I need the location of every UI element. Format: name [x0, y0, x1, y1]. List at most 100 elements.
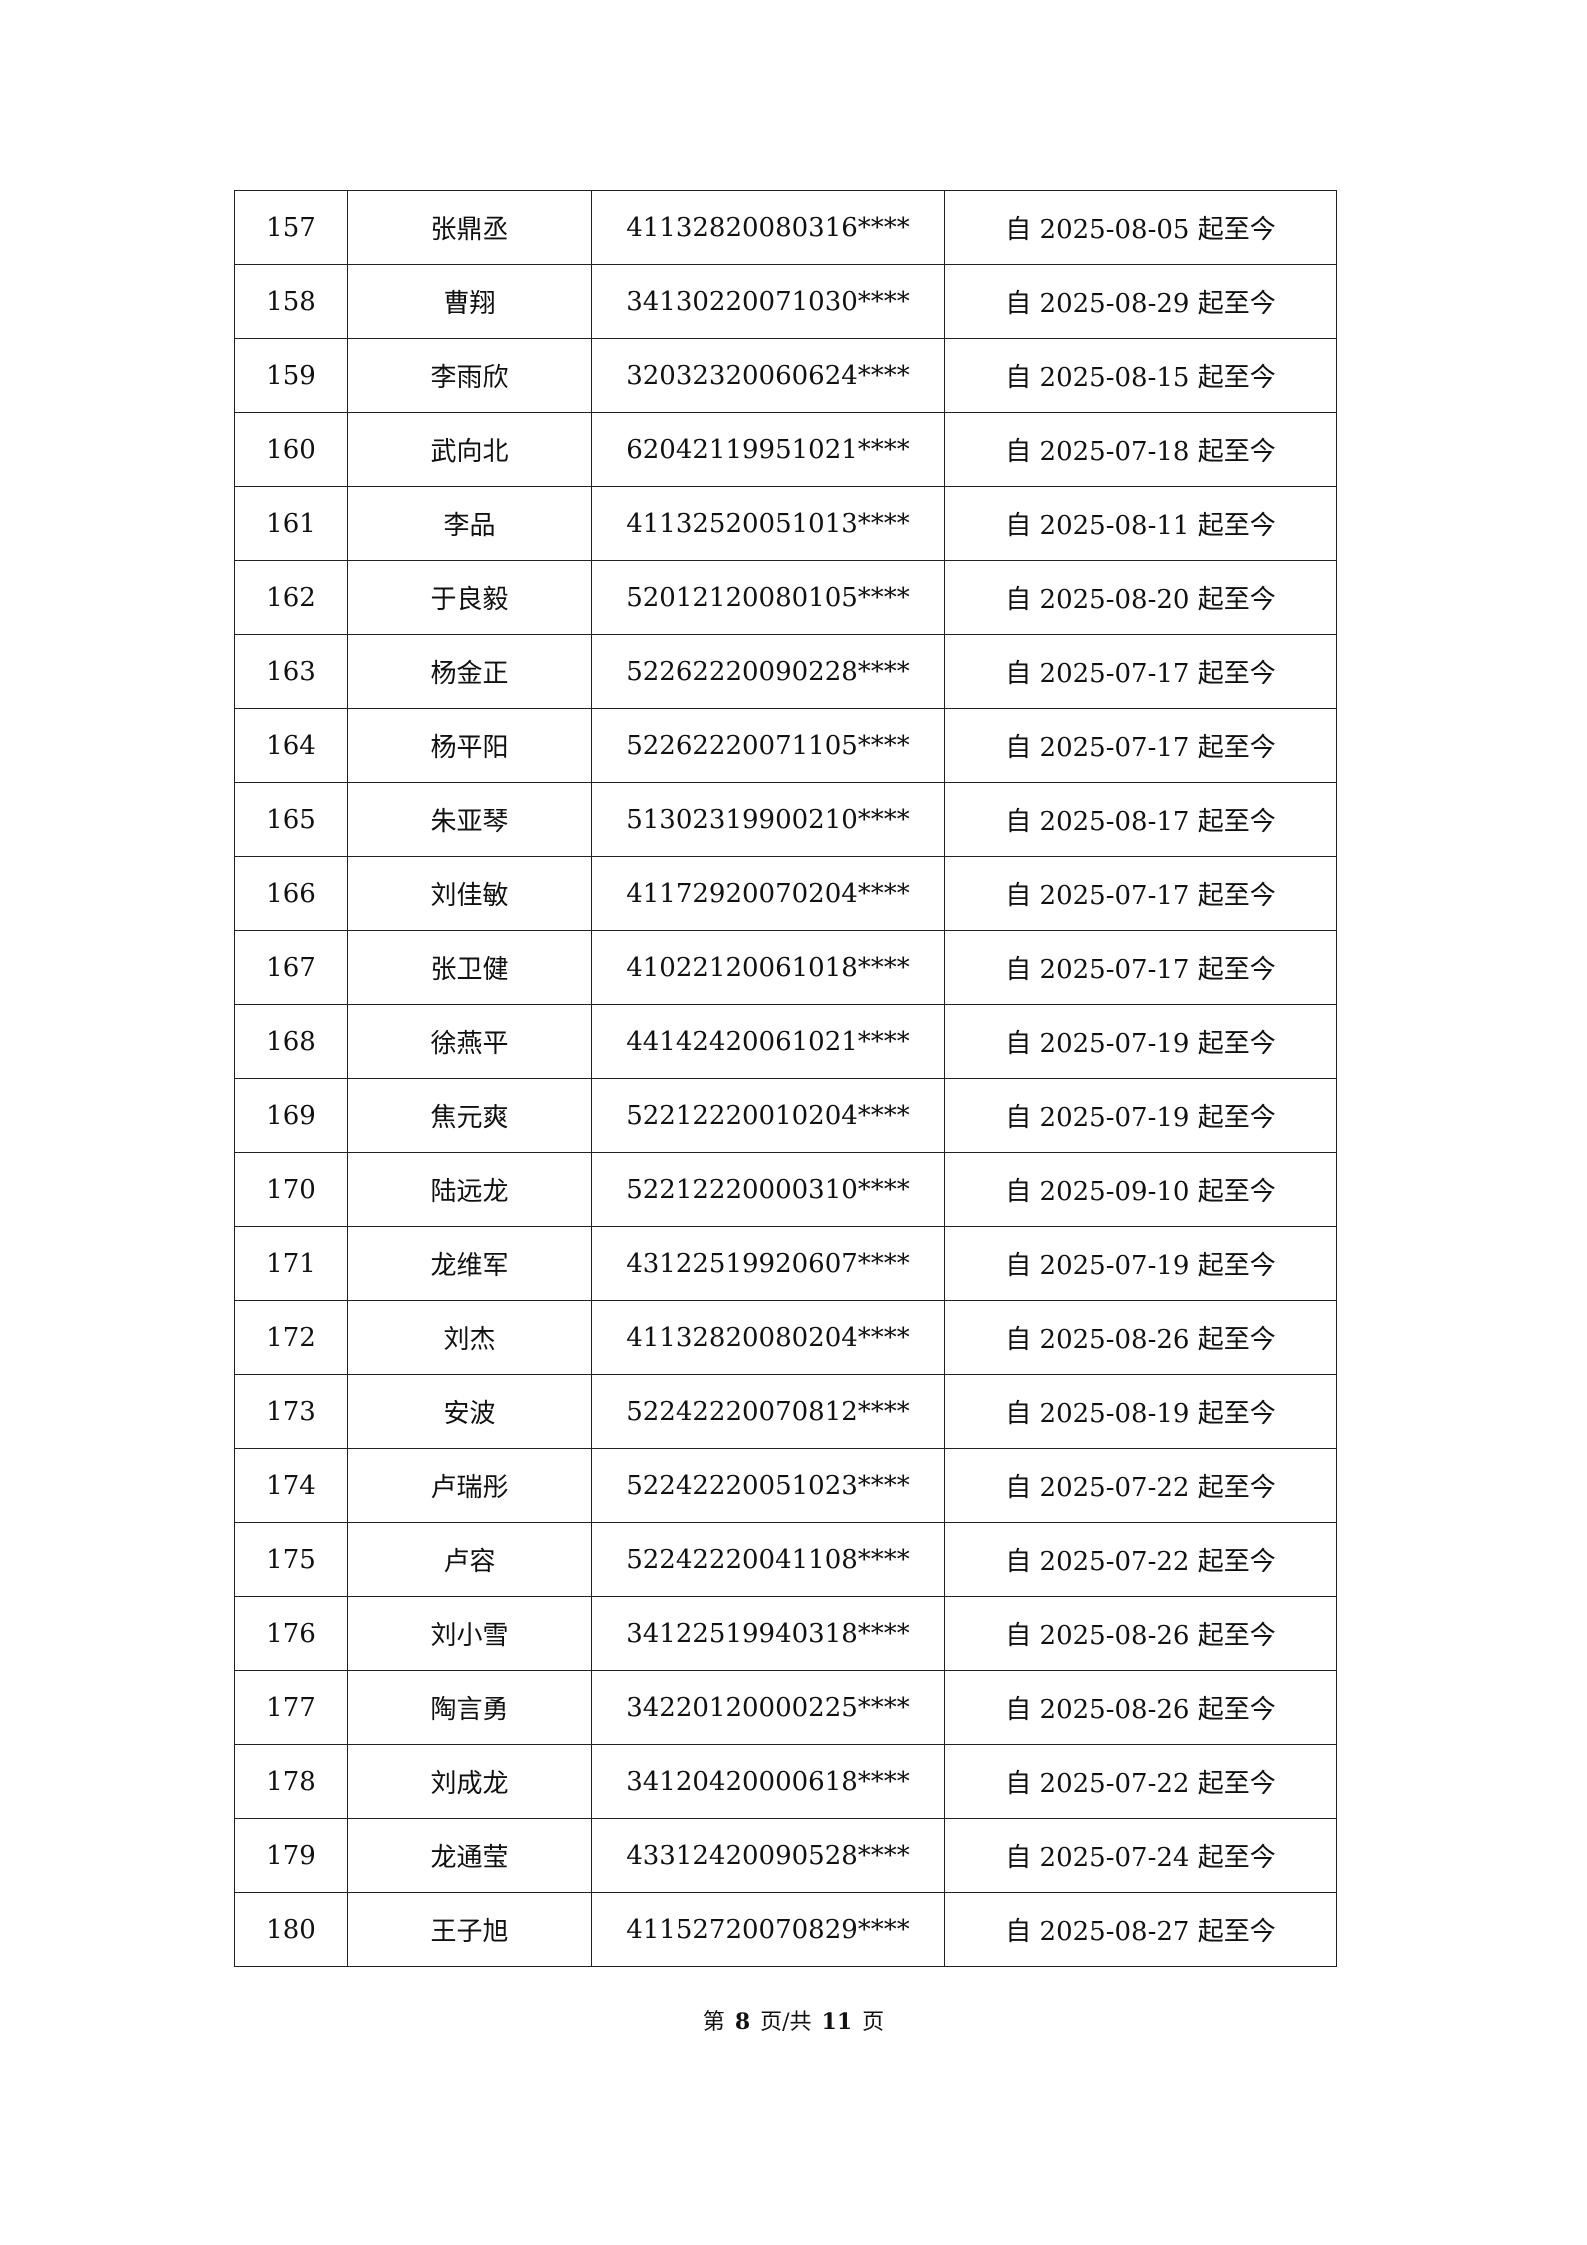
table-row: 169 焦元爽 52212220010204**** 自 2025-07-19 起至今 [234, 1078, 1337, 1153]
person-name: 陶言勇 [347, 1670, 592, 1745]
row-number: 171 [234, 1226, 348, 1301]
row-number: 158 [234, 264, 348, 339]
id-number: 52242220041108**** [591, 1522, 945, 1597]
table-row: 159 李雨欣 32032320060624**** 自 2025-08-15 起至今 [234, 338, 1337, 413]
row-number: 159 [234, 338, 348, 413]
row-number: 165 [234, 782, 348, 857]
table-row: 174 卢瑞彤 52242220051023**** 自 2025-07-22 起至今 [234, 1448, 1337, 1523]
id-number: 52242220051023**** [591, 1448, 945, 1523]
row-number: 169 [234, 1078, 348, 1153]
row-number: 178 [234, 1744, 348, 1819]
person-name: 安波 [347, 1374, 592, 1449]
row-number: 163 [234, 634, 348, 709]
row-number: 177 [234, 1670, 348, 1745]
period: 自 2025-07-22 起至今 [944, 1448, 1337, 1523]
row-number: 175 [234, 1522, 348, 1597]
table-row: 165 朱亚琴 51302319900210**** 自 2025-08-17 起至今 [234, 782, 1337, 857]
id-number: 43122519920607**** [591, 1226, 945, 1301]
person-name: 杨金正 [347, 634, 592, 709]
person-name: 龙通莹 [347, 1818, 592, 1893]
person-name: 刘小雪 [347, 1596, 592, 1671]
row-number: 173 [234, 1374, 348, 1449]
id-number: 52262220071105**** [591, 708, 945, 783]
row-number: 172 [234, 1300, 348, 1375]
table-row: 179 龙通莹 43312420090528**** 自 2025-07-24 起至今 [234, 1818, 1337, 1893]
person-name: 李雨欣 [347, 338, 592, 413]
page-total: 11 [821, 2009, 853, 2035]
person-name: 陆远龙 [347, 1152, 592, 1227]
table-row: 157 张鼎丞 41132820080316**** 自 2025-08-05 起至今 [234, 190, 1337, 265]
id-number: 34130220071030**** [591, 264, 945, 339]
period: 自 2025-08-26 起至今 [944, 1300, 1337, 1375]
id-number: 41172920070204**** [591, 856, 945, 931]
person-name: 王子旭 [347, 1892, 592, 1967]
table-row: 175 卢容 52242220041108**** 自 2025-07-22 起至今 [234, 1522, 1337, 1597]
person-name: 于良毅 [347, 560, 592, 635]
period: 自 2025-08-15 起至今 [944, 338, 1337, 413]
id-number: 34220120000225**** [591, 1670, 945, 1745]
period: 自 2025-07-19 起至今 [944, 1226, 1337, 1301]
roster-table: 157 张鼎丞 41132820080316**** 自 2025-08-05 起至今… [234, 190, 1337, 1967]
period: 自 2025-07-22 起至今 [944, 1744, 1337, 1819]
period: 自 2025-07-17 起至今 [944, 856, 1337, 931]
period: 自 2025-08-29 起至今 [944, 264, 1337, 339]
id-number: 52212220010204**** [591, 1078, 945, 1153]
page-number: 8 [734, 2009, 751, 2035]
id-number: 52242220070812**** [591, 1374, 945, 1449]
table-row: 166 刘佳敏 41172920070204**** 自 2025-07-17 起至今 [234, 856, 1337, 931]
table-row: 160 武向北 62042119951021**** 自 2025-07-18 起至今 [234, 412, 1337, 487]
period: 自 2025-07-19 起至今 [944, 1004, 1337, 1079]
row-number: 170 [234, 1152, 348, 1227]
row-number: 168 [234, 1004, 348, 1079]
person-name: 徐燕平 [347, 1004, 592, 1079]
table-row: 177 陶言勇 34220120000225**** 自 2025-08-26 起至今 [234, 1670, 1337, 1745]
period: 自 2025-08-26 起至今 [944, 1596, 1337, 1671]
id-number: 44142420061021**** [591, 1004, 945, 1079]
period: 自 2025-07-24 起至今 [944, 1818, 1337, 1893]
id-number: 51302319900210**** [591, 782, 945, 857]
table-row: 163 杨金正 52262220090228**** 自 2025-07-17 起至今 [234, 634, 1337, 709]
period: 自 2025-08-11 起至今 [944, 486, 1337, 561]
page-footer: 第 8 页/共 11 页 [0, 2004, 1587, 2036]
period: 自 2025-07-17 起至今 [944, 634, 1337, 709]
period: 自 2025-07-18 起至今 [944, 412, 1337, 487]
id-number: 41152720070829**** [591, 1892, 945, 1967]
person-name: 张鼎丞 [347, 190, 592, 265]
person-name: 武向北 [347, 412, 592, 487]
id-number: 32032320060624**** [591, 338, 945, 413]
row-number: 166 [234, 856, 348, 931]
period: 自 2025-07-22 起至今 [944, 1522, 1337, 1597]
person-name: 焦元爽 [347, 1078, 592, 1153]
table-row: 172 刘杰 41132820080204**** 自 2025-08-26 起至今 [234, 1300, 1337, 1375]
table-row: 158 曹翔 34130220071030**** 自 2025-08-29 起至今 [234, 264, 1337, 339]
person-name: 曹翔 [347, 264, 592, 339]
row-number: 160 [234, 412, 348, 487]
table-row: 161 李品 41132520051013**** 自 2025-08-11 起至今 [234, 486, 1337, 561]
period: 自 2025-07-17 起至今 [944, 930, 1337, 1005]
period: 自 2025-08-20 起至今 [944, 560, 1337, 635]
person-name: 李品 [347, 486, 592, 561]
id-number: 41132820080316**** [591, 190, 945, 265]
row-number: 157 [234, 190, 348, 265]
id-number: 41132820080204**** [591, 1300, 945, 1375]
table-row: 164 杨平阳 52262220071105**** 自 2025-07-17 起至今 [234, 708, 1337, 783]
period: 自 2025-08-17 起至今 [944, 782, 1337, 857]
period: 自 2025-07-17 起至今 [944, 708, 1337, 783]
person-name: 刘成龙 [347, 1744, 592, 1819]
person-name: 龙维军 [347, 1226, 592, 1301]
table-row: 180 王子旭 41152720070829**** 自 2025-08-27 起至今 [234, 1892, 1337, 1967]
period: 自 2025-08-26 起至今 [944, 1670, 1337, 1745]
person-name: 卢容 [347, 1522, 592, 1597]
id-number: 41132520051013**** [591, 486, 945, 561]
id-number: 43312420090528**** [591, 1818, 945, 1893]
row-number: 179 [234, 1818, 348, 1893]
period: 自 2025-08-19 起至今 [944, 1374, 1337, 1449]
person-name: 卢瑞彤 [347, 1448, 592, 1523]
person-name: 杨平阳 [347, 708, 592, 783]
footer-text: 页 [862, 2010, 885, 2035]
table-row: 170 陆远龙 52212220000310**** 自 2025-09-10 起至今 [234, 1152, 1337, 1227]
id-number: 34120420000618**** [591, 1744, 945, 1819]
period: 自 2025-07-19 起至今 [944, 1078, 1337, 1153]
person-name: 刘杰 [347, 1300, 592, 1375]
